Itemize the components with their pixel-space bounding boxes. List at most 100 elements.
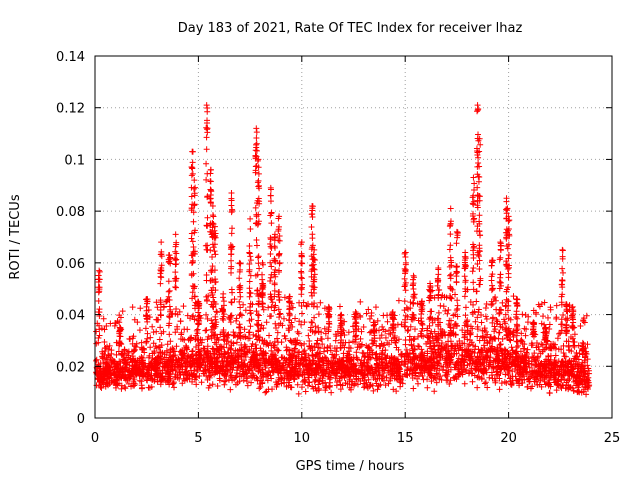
data-point <box>509 347 516 354</box>
data-point <box>497 271 504 278</box>
data-point <box>461 273 468 280</box>
data-point <box>470 279 477 286</box>
data-point <box>191 376 198 383</box>
data-point <box>244 382 251 389</box>
data-point <box>246 278 253 285</box>
data-point <box>95 298 102 305</box>
data-point <box>309 351 316 358</box>
data-point <box>403 346 410 353</box>
y-axis-label: ROTI / TECUs <box>8 194 23 279</box>
data-point <box>326 384 333 391</box>
data-point <box>385 380 392 387</box>
data-point <box>198 379 205 386</box>
data-point <box>228 299 235 306</box>
data-point <box>469 268 476 275</box>
data-point <box>165 278 172 285</box>
data-point <box>268 347 275 354</box>
data-point <box>461 293 468 300</box>
data-point <box>308 224 315 231</box>
data-point <box>524 346 531 353</box>
data-point <box>252 341 259 348</box>
data-point <box>247 225 254 232</box>
data-point <box>454 302 461 309</box>
data-point <box>271 231 278 238</box>
data-point <box>188 353 195 360</box>
data-point <box>236 324 243 331</box>
data-point <box>554 335 561 342</box>
data-point <box>188 235 195 242</box>
data-point <box>431 388 438 395</box>
data-points <box>93 102 593 398</box>
data-point <box>427 308 434 315</box>
data-point <box>454 340 461 347</box>
data-point <box>213 336 220 343</box>
data-point <box>207 178 214 185</box>
data-point <box>165 288 172 295</box>
data-point <box>462 304 469 311</box>
data-point <box>382 334 389 341</box>
data-point <box>253 140 260 147</box>
data-point <box>222 377 229 384</box>
data-point <box>352 319 359 326</box>
data-point <box>237 329 244 336</box>
data-point <box>171 348 178 355</box>
data-point <box>252 204 259 211</box>
data-point <box>513 338 520 345</box>
data-point <box>203 134 210 141</box>
data-point <box>221 381 228 388</box>
data-point <box>167 338 174 345</box>
data-point <box>179 380 186 387</box>
data-point <box>402 287 409 294</box>
data-point <box>496 309 503 316</box>
data-point <box>203 146 210 153</box>
data-point <box>366 315 373 322</box>
data-point <box>237 311 244 318</box>
data-point <box>374 386 381 393</box>
data-point <box>298 253 305 260</box>
data-point <box>229 243 236 250</box>
data-point <box>166 331 173 338</box>
data-point <box>127 336 134 343</box>
data-point <box>360 359 367 366</box>
data-point <box>314 303 321 310</box>
x-tick-label: 0 <box>91 431 99 446</box>
data-point <box>501 378 508 385</box>
data-point <box>496 285 503 292</box>
data-point <box>253 134 260 141</box>
data-point <box>349 378 356 385</box>
data-point <box>562 316 569 323</box>
data-point <box>227 386 234 393</box>
data-point <box>424 348 431 355</box>
data-point <box>189 170 196 177</box>
data-point <box>248 343 255 350</box>
data-point <box>546 390 553 397</box>
data-point <box>565 343 572 350</box>
y-tick-label: 0.04 <box>56 309 85 324</box>
data-point <box>263 319 270 326</box>
data-point <box>410 385 417 392</box>
data-point <box>247 323 254 330</box>
data-point <box>317 299 324 306</box>
data-point <box>247 257 254 264</box>
data-point <box>312 323 319 330</box>
data-point <box>476 253 483 260</box>
data-point <box>448 295 455 302</box>
data-point <box>268 313 275 320</box>
data-point <box>228 299 235 306</box>
x-tick-label: 25 <box>604 431 621 446</box>
data-point <box>470 264 477 271</box>
data-point <box>420 376 427 383</box>
data-point <box>482 379 489 386</box>
data-point <box>454 269 461 276</box>
data-point <box>220 298 227 305</box>
data-point <box>534 382 541 389</box>
data-point <box>556 330 563 337</box>
data-point <box>253 125 260 132</box>
data-point <box>453 273 460 280</box>
data-point <box>250 348 257 355</box>
data-point <box>149 323 156 330</box>
data-point <box>252 147 259 154</box>
data-point <box>315 311 322 318</box>
data-point <box>98 384 105 391</box>
data-point <box>173 343 180 350</box>
